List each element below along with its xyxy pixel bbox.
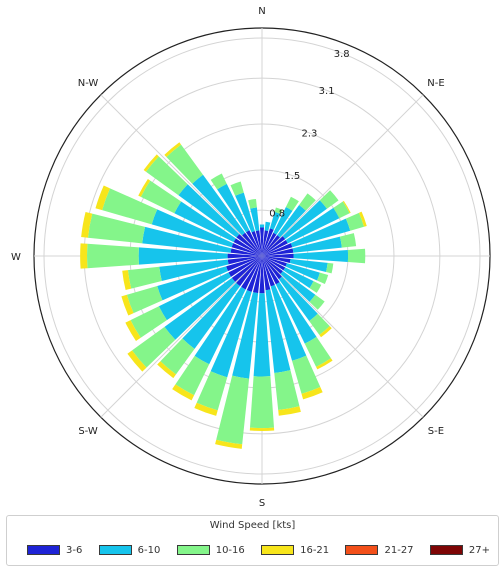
direction-label: W xyxy=(11,252,21,263)
wind-bar xyxy=(340,233,356,248)
direction-label: S-E xyxy=(428,426,444,437)
legend-label: 10-16 xyxy=(216,545,245,556)
wind-bar xyxy=(128,267,162,289)
ring-label: 3.1 xyxy=(319,86,335,97)
wind-bar xyxy=(250,428,274,431)
legend: Wind Speed [kts] 3-6 6-10 10-16 16-21 21-27 2… xyxy=(6,515,499,566)
legend-swatch xyxy=(27,545,60,555)
ring-label: 1.5 xyxy=(284,171,300,182)
direction-label: N-W xyxy=(78,78,99,89)
wind-bar xyxy=(260,224,264,227)
wind-bar xyxy=(87,244,139,268)
wind-bar xyxy=(250,376,274,428)
legend-item: 6-10 xyxy=(99,545,161,556)
legend-item: 21-27 xyxy=(345,545,413,556)
legend-swatch xyxy=(99,545,132,555)
legend-item: 16-21 xyxy=(261,545,329,556)
wind-bar xyxy=(348,249,365,263)
wind-bar xyxy=(248,199,257,209)
wind-rose-chart: 0.81.52.33.13.8NN-EES-ESS-WWN-W xyxy=(0,0,501,510)
ring-label: 3.8 xyxy=(334,49,350,60)
legend-swatch xyxy=(177,545,210,555)
direction-label: S-W xyxy=(78,426,98,437)
legend-swatch xyxy=(430,545,463,555)
legend-label: 3-6 xyxy=(66,545,82,556)
legend-label: 6-10 xyxy=(138,545,161,556)
legend-swatch xyxy=(345,545,378,555)
legend-item: 27+ xyxy=(430,545,490,556)
ring-label: 2.3 xyxy=(301,129,317,140)
legend-item: 3-6 xyxy=(27,545,82,556)
wind-bar xyxy=(80,243,87,268)
direction-label: N-E xyxy=(427,78,444,89)
direction-label: N xyxy=(258,6,265,17)
direction-label: S xyxy=(259,498,265,509)
legend-item: 10-16 xyxy=(177,545,245,556)
legend-swatch xyxy=(261,545,294,555)
legend-label: 27+ xyxy=(469,545,490,556)
legend-label: 16-21 xyxy=(300,545,329,556)
legend-title: Wind Speed [kts] xyxy=(7,520,498,531)
ring-label: 0.8 xyxy=(269,208,285,219)
wind-bar xyxy=(265,222,271,231)
legend-items: 3-6 6-10 10-16 16-21 21-27 27+ xyxy=(27,543,490,557)
wind-bar xyxy=(274,370,299,410)
legend-label: 21-27 xyxy=(384,545,413,556)
